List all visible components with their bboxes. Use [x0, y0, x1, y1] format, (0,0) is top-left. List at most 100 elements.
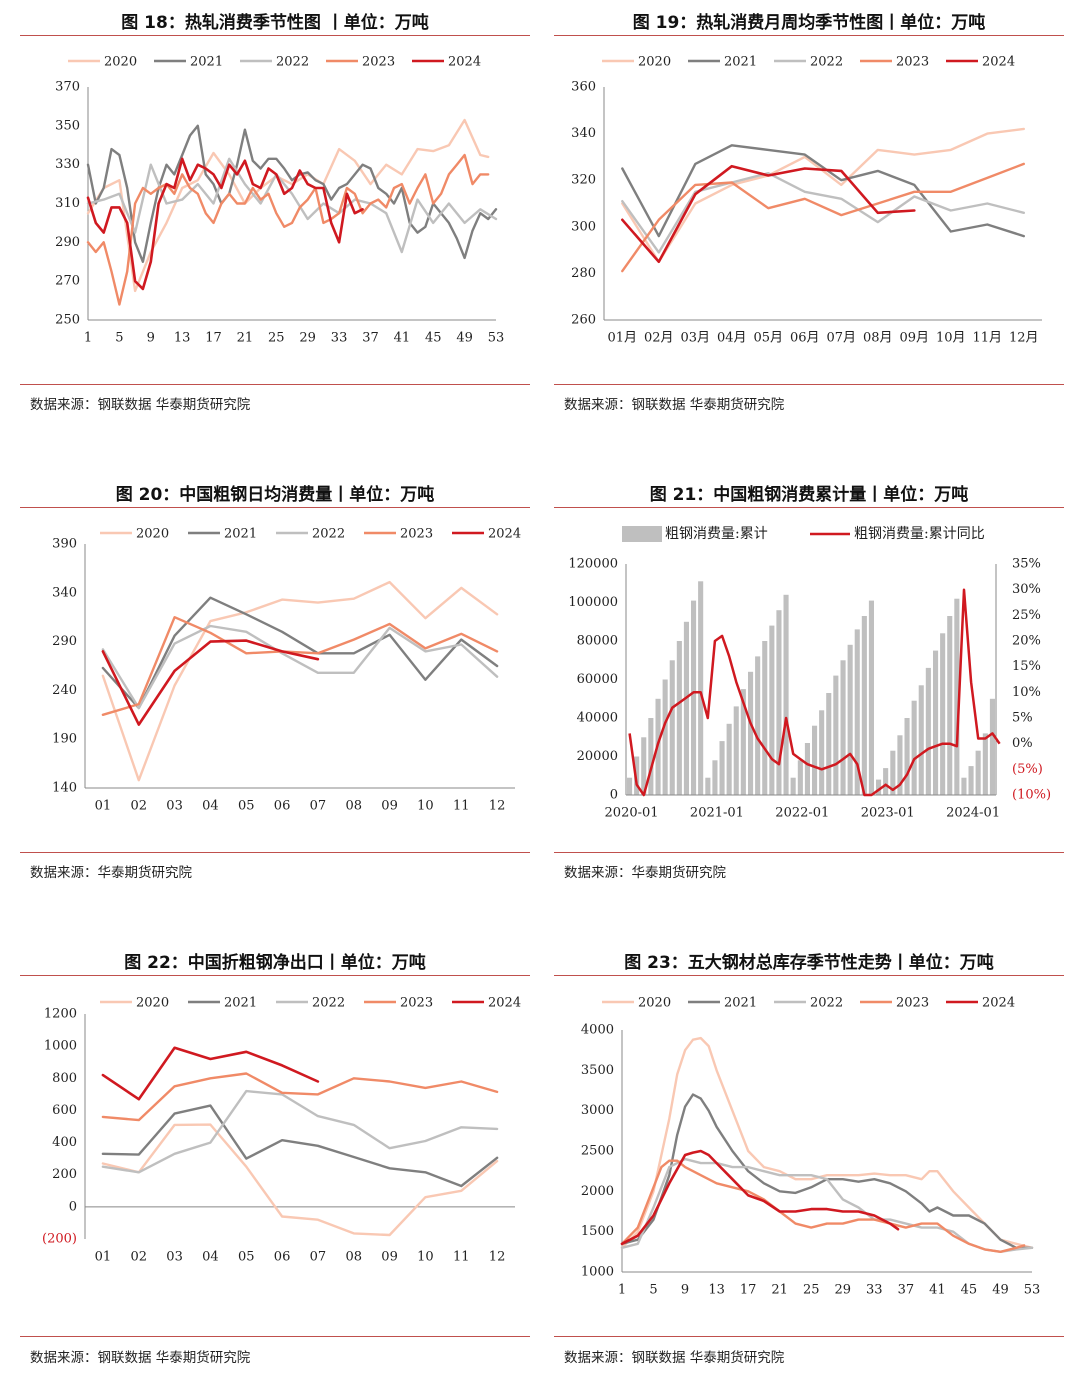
chart-title: 图 22：中国折粗钢净出口丨单位：万吨: [124, 953, 426, 973]
chart-area: 1000 1500 2000 2500 3000 3500 4000 1 5 9 13 17 21 25 2…: [581, 996, 1041, 1298]
y-tick: 190: [52, 732, 77, 747]
bar: [947, 616, 953, 795]
x-tick-label: 11: [453, 1250, 470, 1265]
bar: [890, 750, 896, 795]
series-line-2022: [620, 1157, 1034, 1253]
chart-area: (200) 0 200 400 600 800 1000 1200 01 02 03 04 05 06 07…: [42, 996, 521, 1265]
series-line-2023: [620, 1159, 1026, 1253]
x-tick-label: 07月: [826, 331, 856, 346]
title-rule: [554, 35, 1064, 36]
source-note: 数据来源：华泰期货研究院: [564, 865, 726, 881]
bar: [740, 689, 746, 795]
y-tick: 800: [52, 1071, 77, 1086]
legend-label-2023: 2023: [400, 996, 433, 1011]
x-tick-label: 09: [381, 799, 398, 814]
bar: [648, 718, 654, 795]
x-tick-label: 25: [803, 1283, 820, 1298]
x-tick-label: 9: [147, 331, 155, 346]
series-line-2022: [101, 624, 499, 710]
bar: [982, 733, 988, 795]
x-tick-label: 01: [95, 799, 112, 814]
series-line-2024: [101, 1046, 320, 1101]
y-tick: 20000: [577, 749, 618, 764]
y-tick: 3000: [581, 1103, 614, 1118]
x-tick-label: 04: [202, 1250, 219, 1265]
legend-label-2023: 2023: [400, 527, 433, 542]
series-line-2020: [101, 580, 499, 782]
panel-hot-rolled-monthly: 图 19：热轧消费月周均季节性图丨单位：万吨 260 280 300 320 340 36…: [554, 0, 1064, 445]
source-note: 数据来源：华泰期货研究院: [30, 865, 192, 881]
source-note: 数据来源：钢联数据 华泰期货研究院: [564, 1350, 785, 1366]
x-tick-label: 10: [417, 1250, 434, 1265]
bar: [669, 660, 675, 796]
y-tick: 240: [52, 683, 77, 698]
y-tick: 390: [52, 537, 77, 552]
x-tick-label: 13: [708, 1283, 725, 1298]
x-tick-label: 33: [331, 331, 348, 346]
y-tick: 290: [55, 235, 80, 250]
x-tick-label: 49: [456, 331, 473, 346]
title-rule: [20, 975, 530, 976]
x-tick-label: 07: [310, 799, 327, 814]
x-tick-label: 12月: [1009, 331, 1039, 346]
x-tick-label: 1: [84, 331, 92, 346]
x-tick-label: 08月: [863, 331, 893, 346]
y2-tick: 30%: [1012, 582, 1041, 597]
series-line-2022: [621, 171, 1025, 254]
panel-hot-rolled-weekly: 图 18：热轧消费季节性图 丨单位：万吨 250 270 290 310 330 350 3…: [20, 0, 530, 445]
chart-title: 图 23：五大钢材总库存季节性走势丨单位：万吨: [624, 953, 994, 973]
bar: [769, 625, 775, 795]
y2-tick: 25%: [1012, 608, 1041, 623]
bar: [790, 777, 796, 795]
y-tick: 270: [55, 274, 80, 289]
x-tick-label: 11: [453, 799, 470, 814]
x-tick-label: 05: [238, 799, 255, 814]
x-tick-label: 2023-01: [861, 806, 915, 821]
x-tick-label: 05: [238, 1250, 255, 1265]
legend-label-2021: 2021: [224, 996, 257, 1011]
y-tick: 40000: [577, 711, 618, 726]
x-tick-label: 37: [362, 331, 379, 346]
series-line-2024: [101, 639, 320, 726]
bar: [819, 710, 825, 795]
legend-label-2020: 2020: [104, 55, 137, 70]
y-tick: 200: [52, 1167, 77, 1182]
x-tick-label: 06: [274, 799, 291, 814]
x-tick-label: 13: [174, 331, 191, 346]
x-tick-label: 03月: [680, 331, 710, 346]
y-tick: 1500: [581, 1224, 614, 1239]
x-tick-label: 45: [961, 1283, 978, 1298]
x-tick-label: 25: [268, 331, 285, 346]
x-tick-label: 41: [929, 1283, 946, 1298]
bar: [883, 768, 889, 795]
x-tick-label: 02月: [644, 331, 674, 346]
source-note: 数据来源：钢联数据 华泰期货研究院: [30, 1350, 251, 1366]
panel-net-export: 图 22：中国折粗钢净出口丨单位：万吨 (200) 0 200 400 600 800 10…: [20, 940, 530, 1385]
series-line-2023: [101, 615, 499, 717]
x-tick-label: 08: [345, 799, 362, 814]
x-tick-label: 06: [274, 1250, 291, 1265]
bar: [861, 616, 867, 795]
chart-title: 图 19：热轧消费月周均季节性图丨单位：万吨: [632, 13, 986, 33]
x-tick-label: 17: [205, 331, 222, 346]
legend-label-2023: 2023: [362, 55, 395, 70]
bar: [989, 698, 995, 796]
series-line-2024: [621, 164, 916, 264]
x-tick-label: 03: [166, 1250, 183, 1265]
bar: [733, 706, 739, 795]
source-rule: [20, 1336, 530, 1337]
series-line-2020: [86, 118, 490, 293]
y-tick: 350: [55, 118, 80, 133]
source-note: 数据来源：钢联数据 华泰期货研究院: [30, 397, 251, 413]
x-tick-label: 07: [310, 1250, 327, 1265]
bar: [748, 671, 754, 795]
series-line-2020: [620, 1036, 1034, 1249]
series-line-2023: [621, 162, 1025, 273]
title-rule: [554, 975, 1064, 976]
bar: [726, 723, 732, 795]
bar: [698, 581, 704, 795]
bar: [961, 777, 967, 795]
legend-label-2022: 2022: [276, 55, 309, 70]
y-tick: 260: [571, 313, 596, 328]
x-tick-label: 53: [1024, 1283, 1041, 1298]
